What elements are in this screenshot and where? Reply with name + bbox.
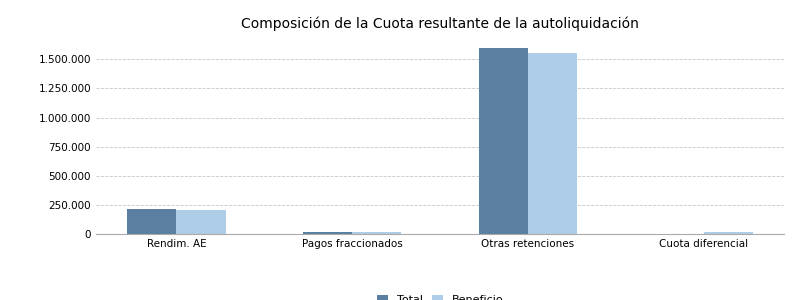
Bar [703,232,753,234]
Bar [127,209,177,234]
Legend: Total, Beneficio: Total, Beneficio [377,295,503,300]
Title: Composición de la Cuota resultante de la autoliquidación: Composición de la Cuota resultante de la… [241,16,639,31]
Bar [177,210,226,234]
Bar [528,53,577,234]
Bar [352,232,402,234]
Bar [303,232,352,234]
Bar [478,48,528,234]
